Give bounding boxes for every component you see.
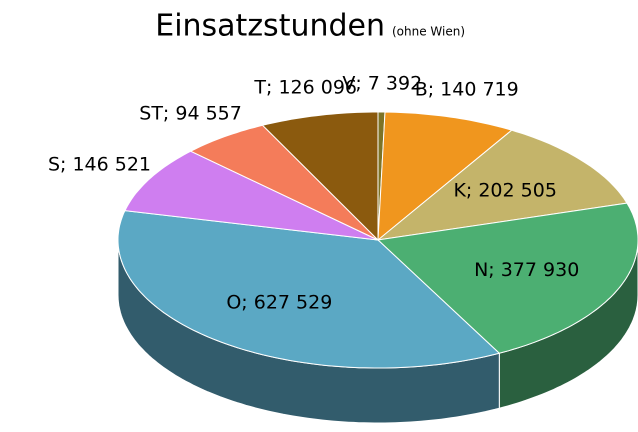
pie-slice	[189, 124, 379, 241]
pie-slice	[124, 150, 379, 241]
data-label: S; 146 521	[48, 154, 151, 176]
chart-title: Einsatzstunden	[155, 9, 385, 44]
data-label: O; 627 529	[226, 291, 332, 313]
data-label: ST; 94 557	[139, 103, 242, 125]
chart-subtitle: (ohne Wien)	[392, 25, 465, 39]
pie-slice	[117, 210, 501, 369]
pie-slice	[376, 129, 628, 241]
data-label: B; 140 719	[415, 79, 519, 101]
pie-slice	[261, 111, 379, 242]
data-label: N; 377 930	[474, 259, 579, 281]
data-label: K; 202 505	[453, 180, 556, 202]
data-label: V; 7 392	[342, 72, 422, 94]
pie-slice	[377, 111, 513, 242]
data-label: T; 126 096	[253, 76, 357, 98]
pie-slice	[376, 202, 638, 354]
